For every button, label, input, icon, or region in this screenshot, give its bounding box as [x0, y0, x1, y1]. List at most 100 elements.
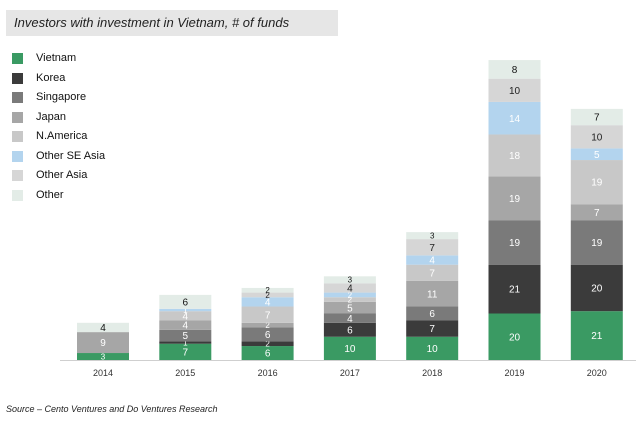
- data-label: 1: [183, 306, 188, 315]
- bar-segment: [159, 329, 212, 342]
- bar-segment: [406, 239, 459, 256]
- data-label: 7: [594, 208, 600, 219]
- bar-segment: [406, 336, 459, 360]
- data-label: 4: [100, 323, 106, 334]
- data-label: 19: [509, 194, 521, 205]
- legend-swatch: [12, 150, 23, 162]
- bar-segment: [77, 322, 129, 333]
- legend-swatch: [12, 53, 23, 64]
- data-label: 6: [265, 349, 271, 360]
- bar-segment: [570, 148, 623, 161]
- bar-segment: [570, 311, 623, 360]
- bar-segment: [241, 297, 294, 307]
- x-tick-label: 2017: [340, 368, 360, 378]
- data-label: 2: [265, 286, 270, 295]
- legend-label: Other Asia: [36, 169, 88, 181]
- bar-segment: [323, 297, 376, 302]
- legend-swatch: [12, 189, 23, 201]
- bar-segment: [159, 341, 212, 344]
- x-tick-label: 2014: [93, 368, 113, 378]
- data-label: 20: [509, 332, 521, 343]
- data-label: 4: [429, 256, 435, 267]
- bar-segment: [488, 101, 541, 135]
- bar-segment: [406, 280, 459, 307]
- data-label: 2: [348, 291, 353, 300]
- data-label: 4: [183, 321, 189, 332]
- bar-segment: [159, 320, 212, 330]
- bar-segment: [488, 134, 541, 177]
- bar-segment: [159, 294, 212, 309]
- bar-segment: [323, 283, 376, 293]
- data-label: 7: [183, 347, 189, 358]
- x-tick-label: 2018: [422, 368, 442, 378]
- data-label: 14: [509, 114, 521, 125]
- bar-segment: [159, 343, 212, 360]
- data-label: 10: [344, 344, 356, 355]
- x-tick-label: 2019: [504, 368, 524, 378]
- data-label: 6: [265, 330, 271, 341]
- bar-segment: [323, 322, 376, 337]
- bar-segment: [488, 220, 541, 265]
- data-label: 4: [347, 284, 353, 295]
- chart-title: Investors with investment in Vietnam, # …: [14, 15, 290, 30]
- bar-segment: [570, 264, 623, 312]
- bar-segment: [570, 125, 623, 149]
- legend-swatch: [12, 170, 23, 181]
- bar-segment: [323, 336, 376, 360]
- bar-segment: [323, 301, 376, 314]
- data-label: 2: [348, 295, 353, 304]
- data-label: 21: [591, 331, 603, 342]
- bar-segment: [241, 306, 294, 323]
- data-label: 10: [427, 344, 439, 355]
- bar-segment: [241, 287, 294, 293]
- data-label: 9: [100, 338, 106, 349]
- data-label: 4: [183, 311, 189, 322]
- data-label: 1: [183, 338, 188, 347]
- bar-segment: [488, 78, 541, 102]
- bar-segment: [241, 292, 294, 298]
- data-label: 3: [348, 276, 353, 285]
- bar-segment: [241, 327, 294, 342]
- bar-segment: [570, 220, 623, 265]
- data-label: 7: [594, 113, 600, 124]
- data-label: 5: [347, 303, 353, 314]
- data-label: 7: [429, 268, 435, 279]
- bar-segment: [570, 204, 623, 221]
- data-label: 5: [183, 331, 189, 342]
- bar-segment: [241, 346, 294, 360]
- data-label: 19: [591, 238, 603, 249]
- data-label: 2: [265, 340, 270, 349]
- data-label: 11: [427, 289, 438, 300]
- data-label: 6: [429, 309, 435, 320]
- bar-segment: [488, 176, 541, 221]
- x-tick-label: 2016: [258, 368, 278, 378]
- data-label: 7: [429, 243, 435, 254]
- legend-label: Japan: [36, 110, 66, 123]
- data-label: 4: [347, 314, 353, 325]
- data-label: 20: [591, 284, 603, 295]
- data-label: 8: [512, 65, 518, 76]
- bar-segment: [406, 264, 459, 281]
- data-label: 7: [429, 324, 435, 335]
- data-label: 10: [509, 86, 521, 97]
- data-label: 4: [265, 297, 271, 308]
- bar-segment: [241, 322, 294, 328]
- data-label: 5: [594, 150, 600, 161]
- data-label: 10: [591, 132, 603, 143]
- bar-segment: [570, 160, 623, 205]
- bar-segment: [323, 292, 376, 298]
- source-note: Source – Cento Ventures and Do Ventures …: [6, 404, 218, 414]
- legend-swatch: [12, 111, 23, 123]
- data-label: 19: [591, 178, 603, 189]
- bar-segment: [488, 313, 541, 360]
- bar-segment: [323, 313, 376, 323]
- legend-label: N.America: [36, 130, 88, 142]
- chart-title-box: Investors with investment in Vietnam, # …: [6, 10, 338, 36]
- legend-label: Korea: [36, 71, 66, 84]
- data-label: 6: [347, 325, 353, 336]
- legend-label: Other SE Asia: [36, 149, 106, 162]
- bar-segment: [488, 60, 541, 79]
- bar-segment: [406, 320, 459, 337]
- bar-segment: [406, 255, 459, 265]
- bar-segment: [323, 276, 376, 284]
